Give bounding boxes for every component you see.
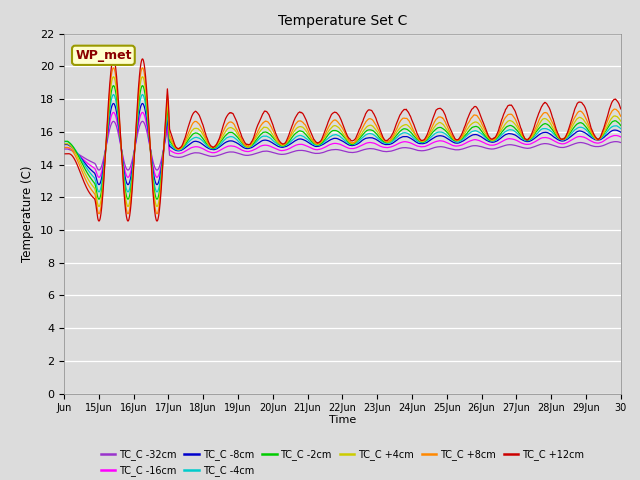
TC_C +4cm bbox=[474, 120, 482, 126]
Line: TC_C +12cm: TC_C +12cm bbox=[64, 59, 621, 221]
X-axis label: Time: Time bbox=[329, 415, 356, 425]
TC_C -16cm bbox=[138, 109, 146, 115]
TC_C -8cm bbox=[153, 182, 161, 188]
TC_C -8cm bbox=[617, 129, 625, 135]
TC_C +12cm bbox=[148, 166, 156, 172]
TC_C -2cm bbox=[556, 136, 564, 142]
TC_C -16cm bbox=[328, 141, 336, 146]
Text: WP_met: WP_met bbox=[75, 49, 132, 62]
TC_C -4cm bbox=[611, 123, 618, 129]
TC_C +4cm bbox=[153, 204, 161, 209]
TC_C +4cm bbox=[148, 162, 156, 168]
TC_C +8cm bbox=[60, 144, 68, 150]
TC_C +8cm bbox=[328, 119, 336, 124]
TC_C -2cm bbox=[474, 124, 482, 130]
TC_C -4cm bbox=[60, 139, 68, 144]
TC_C +12cm bbox=[153, 218, 161, 224]
Line: TC_C -4cm: TC_C -4cm bbox=[64, 95, 621, 192]
TC_C -2cm bbox=[60, 138, 68, 144]
Title: Temperature Set C: Temperature Set C bbox=[278, 14, 407, 28]
TC_C -4cm bbox=[318, 141, 326, 147]
Line: TC_C -32cm: TC_C -32cm bbox=[64, 121, 621, 170]
TC_C -2cm bbox=[328, 128, 336, 134]
TC_C -8cm bbox=[148, 156, 156, 161]
Line: TC_C -2cm: TC_C -2cm bbox=[64, 86, 621, 199]
TC_C +8cm bbox=[148, 164, 156, 170]
TC_C +12cm bbox=[318, 136, 326, 142]
TC_C -32cm bbox=[328, 147, 336, 153]
TC_C +8cm bbox=[138, 65, 146, 71]
Legend: TC_C -32cm, TC_C -16cm, TC_C -8cm, TC_C -4cm, TC_C -2cm, TC_C +4cm, TC_C +8cm, T: TC_C -32cm, TC_C -16cm, TC_C -8cm, TC_C … bbox=[97, 445, 588, 480]
TC_C -16cm bbox=[611, 132, 618, 138]
TC_C +4cm bbox=[318, 138, 326, 144]
TC_C -4cm bbox=[148, 158, 156, 164]
TC_C -4cm bbox=[617, 126, 625, 132]
TC_C -32cm bbox=[148, 152, 156, 157]
TC_C +12cm bbox=[474, 107, 482, 113]
TC_C +8cm bbox=[153, 211, 161, 216]
TC_C -8cm bbox=[60, 142, 68, 147]
TC_C -8cm bbox=[328, 136, 336, 142]
TC_C +8cm bbox=[617, 113, 625, 119]
TC_C -32cm bbox=[318, 150, 326, 156]
TC_C -2cm bbox=[153, 196, 161, 202]
Line: TC_C +8cm: TC_C +8cm bbox=[64, 68, 621, 214]
TC_C -32cm bbox=[556, 144, 564, 150]
TC_C +12cm bbox=[617, 106, 625, 112]
TC_C -32cm bbox=[138, 119, 146, 124]
TC_C +12cm bbox=[611, 96, 618, 102]
TC_C -4cm bbox=[556, 136, 564, 142]
TC_C +8cm bbox=[318, 137, 326, 143]
TC_C -8cm bbox=[474, 132, 482, 138]
Line: TC_C -8cm: TC_C -8cm bbox=[64, 104, 621, 185]
TC_C -16cm bbox=[153, 174, 161, 180]
TC_C -16cm bbox=[148, 154, 156, 159]
TC_C -8cm bbox=[611, 127, 618, 133]
TC_C +8cm bbox=[556, 136, 564, 142]
TC_C -4cm bbox=[474, 129, 482, 135]
TC_C -16cm bbox=[617, 134, 625, 140]
TC_C +4cm bbox=[138, 74, 146, 80]
TC_C +12cm bbox=[328, 111, 336, 117]
TC_C +12cm bbox=[138, 56, 146, 62]
TC_C -16cm bbox=[60, 144, 68, 150]
TC_C -32cm bbox=[60, 146, 68, 152]
TC_C +8cm bbox=[474, 114, 482, 120]
TC_C +12cm bbox=[60, 151, 68, 157]
TC_C -8cm bbox=[138, 101, 146, 107]
Line: TC_C -16cm: TC_C -16cm bbox=[64, 112, 621, 177]
TC_C -2cm bbox=[318, 140, 326, 145]
TC_C -32cm bbox=[474, 143, 482, 149]
TC_C +4cm bbox=[617, 118, 625, 124]
TC_C +4cm bbox=[556, 136, 564, 142]
TC_C +4cm bbox=[60, 141, 68, 146]
TC_C -16cm bbox=[318, 146, 326, 152]
TC_C +4cm bbox=[328, 124, 336, 130]
TC_C -16cm bbox=[474, 137, 482, 143]
TC_C -32cm bbox=[153, 167, 161, 173]
TC_C -2cm bbox=[148, 160, 156, 166]
TC_C -2cm bbox=[611, 118, 618, 124]
TC_C +12cm bbox=[556, 135, 564, 141]
TC_C -32cm bbox=[617, 140, 625, 145]
TC_C -4cm bbox=[138, 92, 146, 97]
TC_C -2cm bbox=[138, 83, 146, 89]
TC_C -4cm bbox=[153, 189, 161, 195]
Y-axis label: Temperature (C): Temperature (C) bbox=[22, 165, 35, 262]
TC_C -16cm bbox=[556, 141, 564, 146]
TC_C -32cm bbox=[611, 139, 618, 144]
TC_C +8cm bbox=[611, 106, 618, 112]
TC_C -2cm bbox=[617, 123, 625, 129]
TC_C -8cm bbox=[556, 138, 564, 144]
TC_C -8cm bbox=[318, 142, 326, 148]
Line: TC_C +4cm: TC_C +4cm bbox=[64, 77, 621, 206]
TC_C -4cm bbox=[328, 132, 336, 138]
TC_C +4cm bbox=[611, 113, 618, 119]
